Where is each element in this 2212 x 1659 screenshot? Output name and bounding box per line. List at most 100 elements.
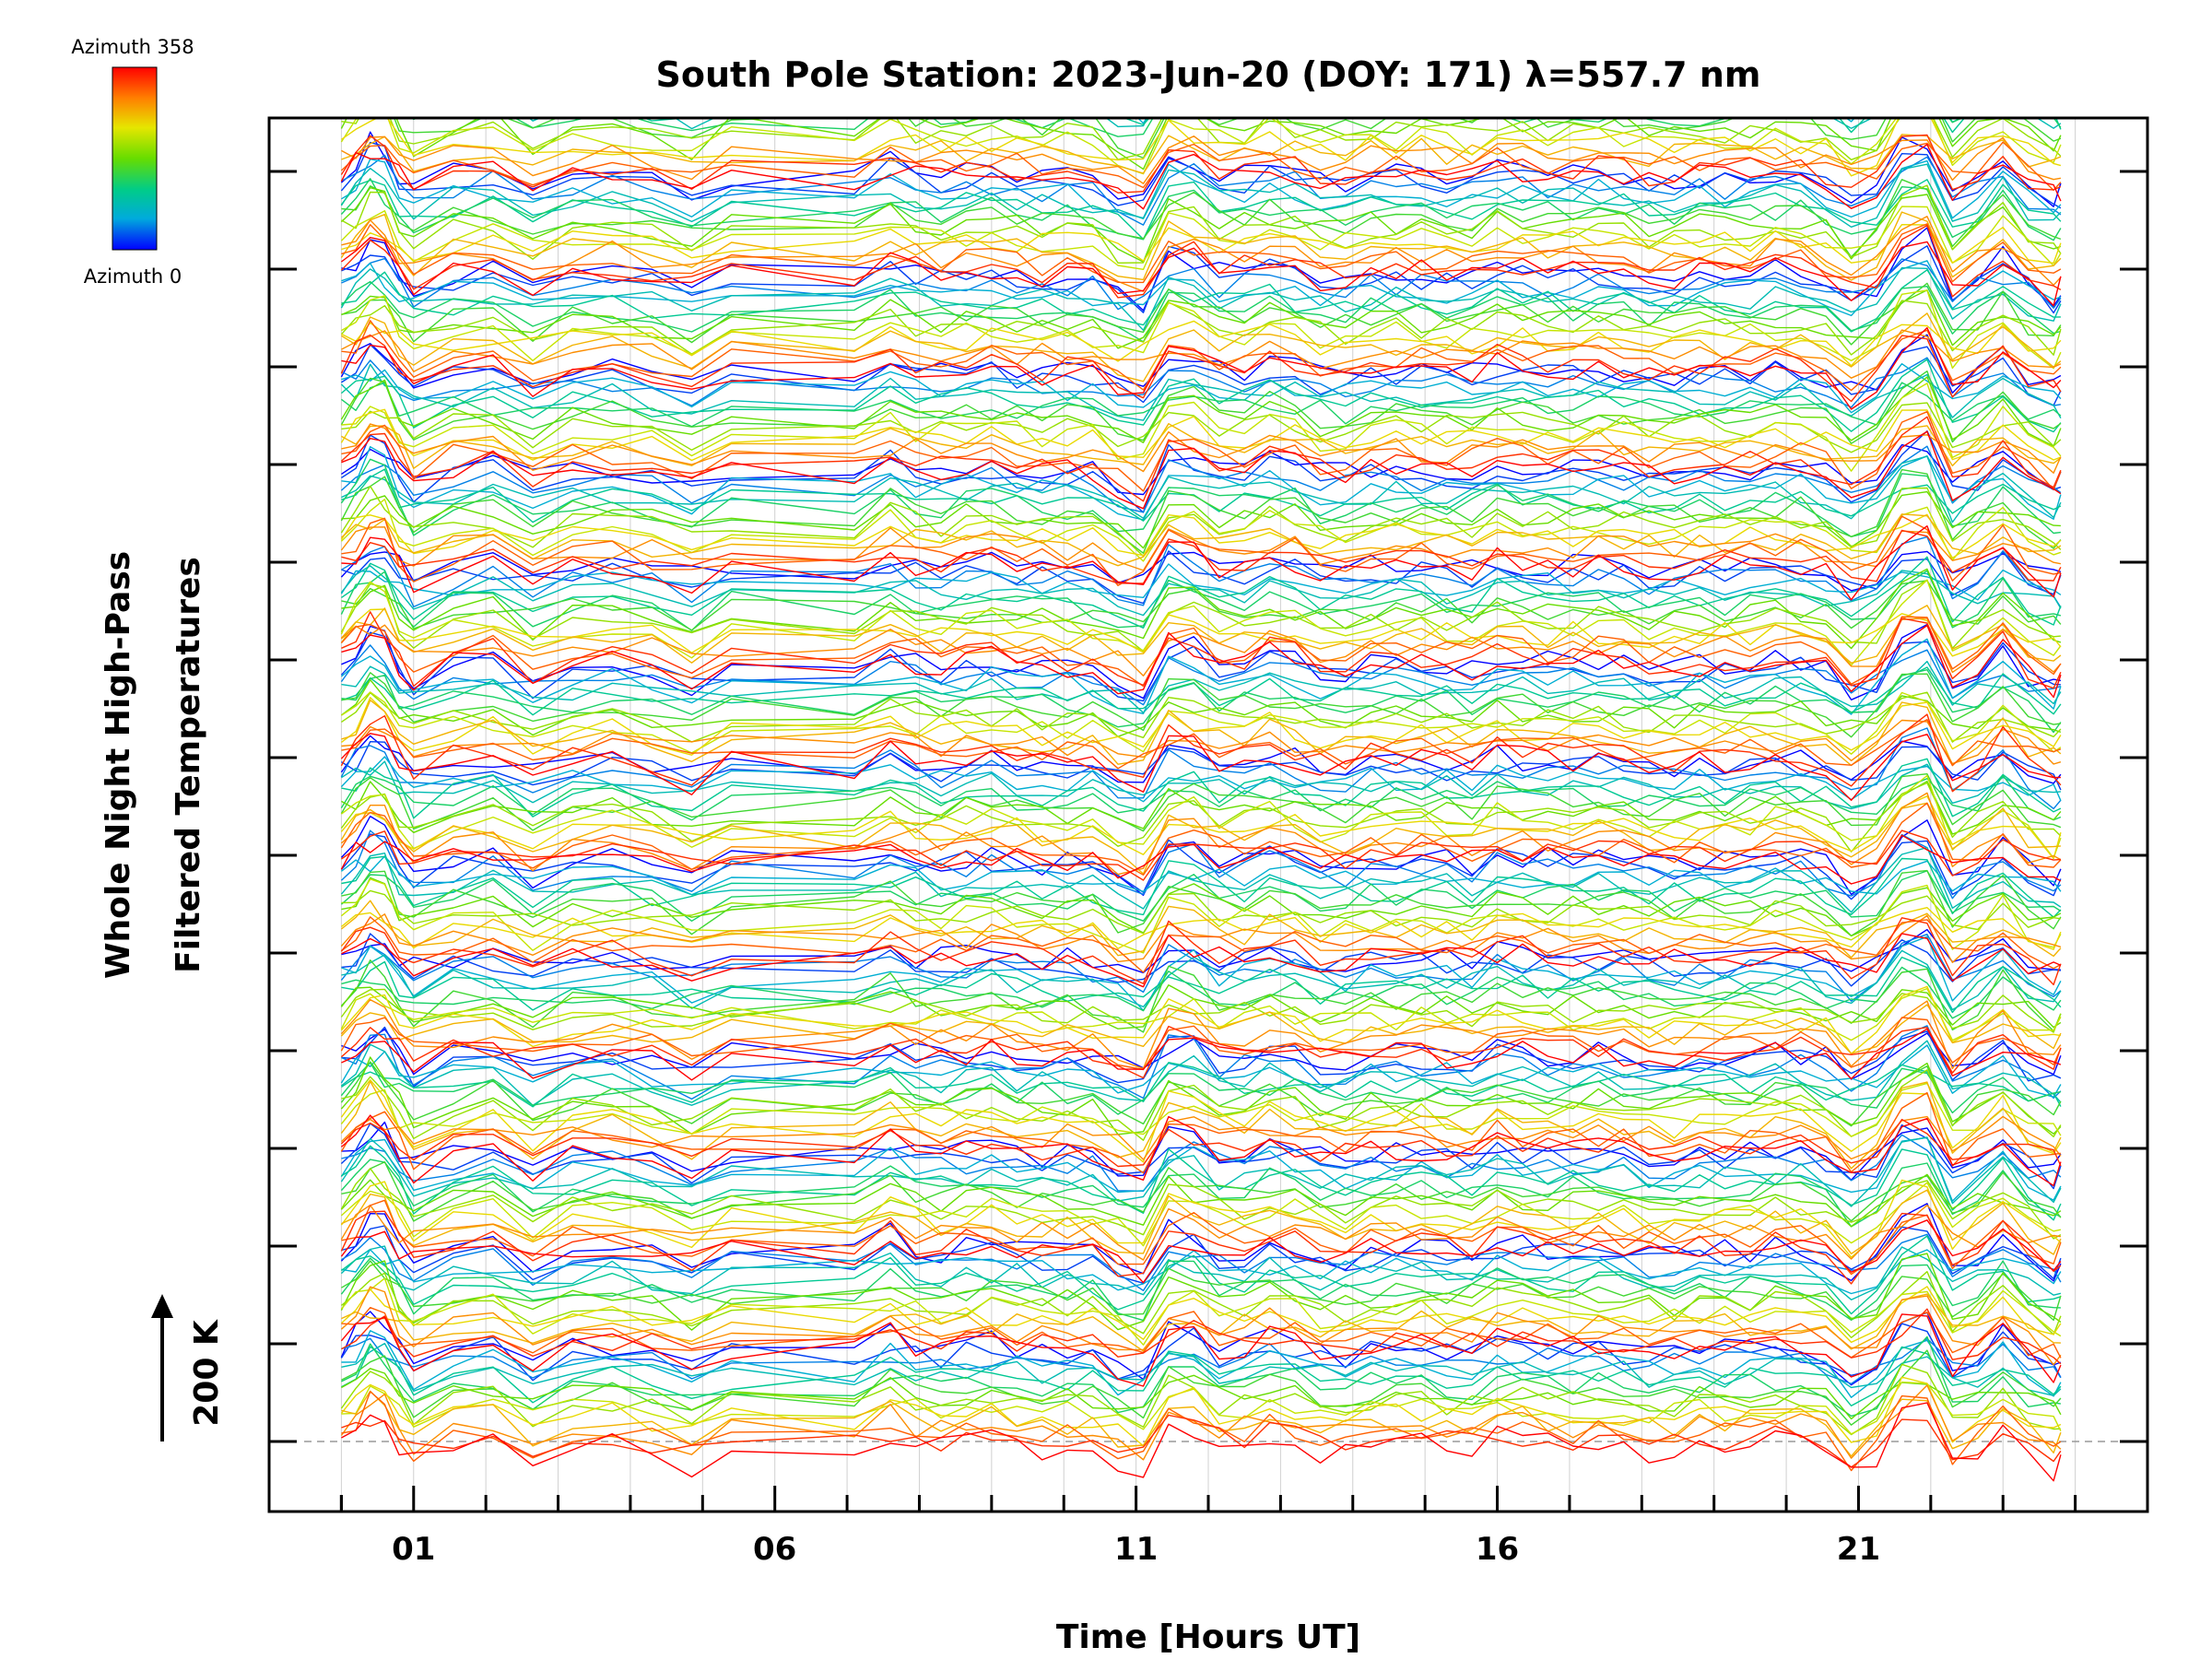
series-line xyxy=(340,1173,2062,1228)
series-line xyxy=(340,1277,2062,1346)
series-line xyxy=(341,382,2062,472)
series-line xyxy=(341,666,2062,716)
series-line xyxy=(341,184,2062,264)
series-line xyxy=(340,1257,2061,1322)
scale-bar: 200 K xyxy=(151,1294,226,1441)
series-line xyxy=(340,934,2062,1002)
x-tick-label: 21 xyxy=(1837,1531,1880,1568)
series-line xyxy=(340,774,2062,859)
series-line xyxy=(340,565,2062,617)
series-line xyxy=(341,402,2062,453)
series-line xyxy=(340,237,2062,307)
series-line xyxy=(341,320,2062,367)
series-line xyxy=(341,1414,2062,1468)
series-line xyxy=(341,1260,2062,1322)
series-line xyxy=(340,513,2062,567)
series-line xyxy=(341,1293,2061,1352)
series-line xyxy=(341,282,2062,346)
series-line xyxy=(341,1381,2062,1435)
series-line xyxy=(341,357,2062,408)
series-line xyxy=(340,1044,2062,1098)
series-line xyxy=(341,966,2062,1019)
series-line xyxy=(340,900,2062,959)
series-line xyxy=(341,223,2062,265)
series-line xyxy=(341,1025,2062,1100)
series-line xyxy=(341,700,2062,767)
series-line xyxy=(340,959,2062,1033)
series-line xyxy=(341,624,2062,699)
series-line xyxy=(341,1368,2062,1420)
series-line xyxy=(341,1335,2061,1418)
series-line xyxy=(340,697,2062,756)
series-line xyxy=(340,1204,2062,1261)
series-traces xyxy=(340,118,2062,1482)
series-line xyxy=(340,179,2062,241)
series-line xyxy=(340,371,2062,444)
x-tick-label: 06 xyxy=(753,1531,796,1568)
series-line xyxy=(341,550,2062,605)
series-line xyxy=(341,1346,2062,1407)
series-line xyxy=(341,490,2061,549)
series-line xyxy=(340,1203,2062,1282)
series-line xyxy=(340,224,2062,299)
series-line xyxy=(340,802,2062,876)
series-line xyxy=(341,515,2062,586)
series-line xyxy=(340,802,2061,875)
series-line xyxy=(341,535,2062,608)
series-line xyxy=(341,556,2062,629)
series-line xyxy=(341,260,2062,317)
series-line xyxy=(340,1136,2062,1202)
series-line xyxy=(341,611,2062,689)
series-line xyxy=(340,1179,2062,1258)
series-line xyxy=(341,691,2062,743)
series-line xyxy=(341,118,2062,161)
series-line xyxy=(340,1061,2062,1127)
series-line xyxy=(340,1210,2062,1285)
series-line xyxy=(341,1069,2062,1141)
series-line xyxy=(340,1313,2062,1387)
series-line xyxy=(340,376,2062,447)
series-line xyxy=(340,1384,2062,1461)
series-line xyxy=(340,1182,2062,1247)
x-axis-label: Time [Hours UT] xyxy=(1056,1618,1360,1656)
series-line xyxy=(341,443,2062,496)
series-line xyxy=(340,211,2062,281)
series-line xyxy=(341,289,2062,349)
series-line xyxy=(341,1330,2062,1398)
series-line xyxy=(340,1219,2062,1284)
series-line xyxy=(341,320,2062,392)
series-line xyxy=(341,933,2062,988)
series-line xyxy=(341,329,2062,379)
x-tick-label: 01 xyxy=(392,1531,435,1568)
series-line xyxy=(340,570,2062,631)
series-line xyxy=(340,644,2062,706)
series-line xyxy=(340,526,2062,571)
series-line xyxy=(341,529,2062,584)
series-line xyxy=(341,1306,2062,1359)
series-line xyxy=(340,579,2062,666)
series-line xyxy=(340,416,2062,502)
series-line xyxy=(341,1402,2062,1482)
series-line xyxy=(340,987,2062,1041)
series-line xyxy=(340,1136,2062,1207)
series-line xyxy=(341,719,2062,765)
series-line xyxy=(340,678,2062,737)
series-line xyxy=(341,1026,2062,1088)
series-line xyxy=(340,608,2062,657)
y-axis-label-line1: Whole Night High-Pass xyxy=(100,551,137,979)
series-line xyxy=(340,1235,2062,1315)
series-line xyxy=(340,118,2062,177)
series-line xyxy=(340,118,2062,175)
series-line xyxy=(340,163,2062,229)
series-line xyxy=(340,988,2062,1033)
series-line xyxy=(341,1160,2062,1222)
series-line xyxy=(340,913,2062,964)
series-line xyxy=(341,672,2061,738)
series-line xyxy=(341,1199,2062,1276)
series-line xyxy=(341,1189,2062,1255)
series-line xyxy=(340,1062,2062,1115)
series-line xyxy=(340,1017,2062,1071)
series-line xyxy=(340,998,2062,1070)
series-line xyxy=(340,1159,2062,1228)
